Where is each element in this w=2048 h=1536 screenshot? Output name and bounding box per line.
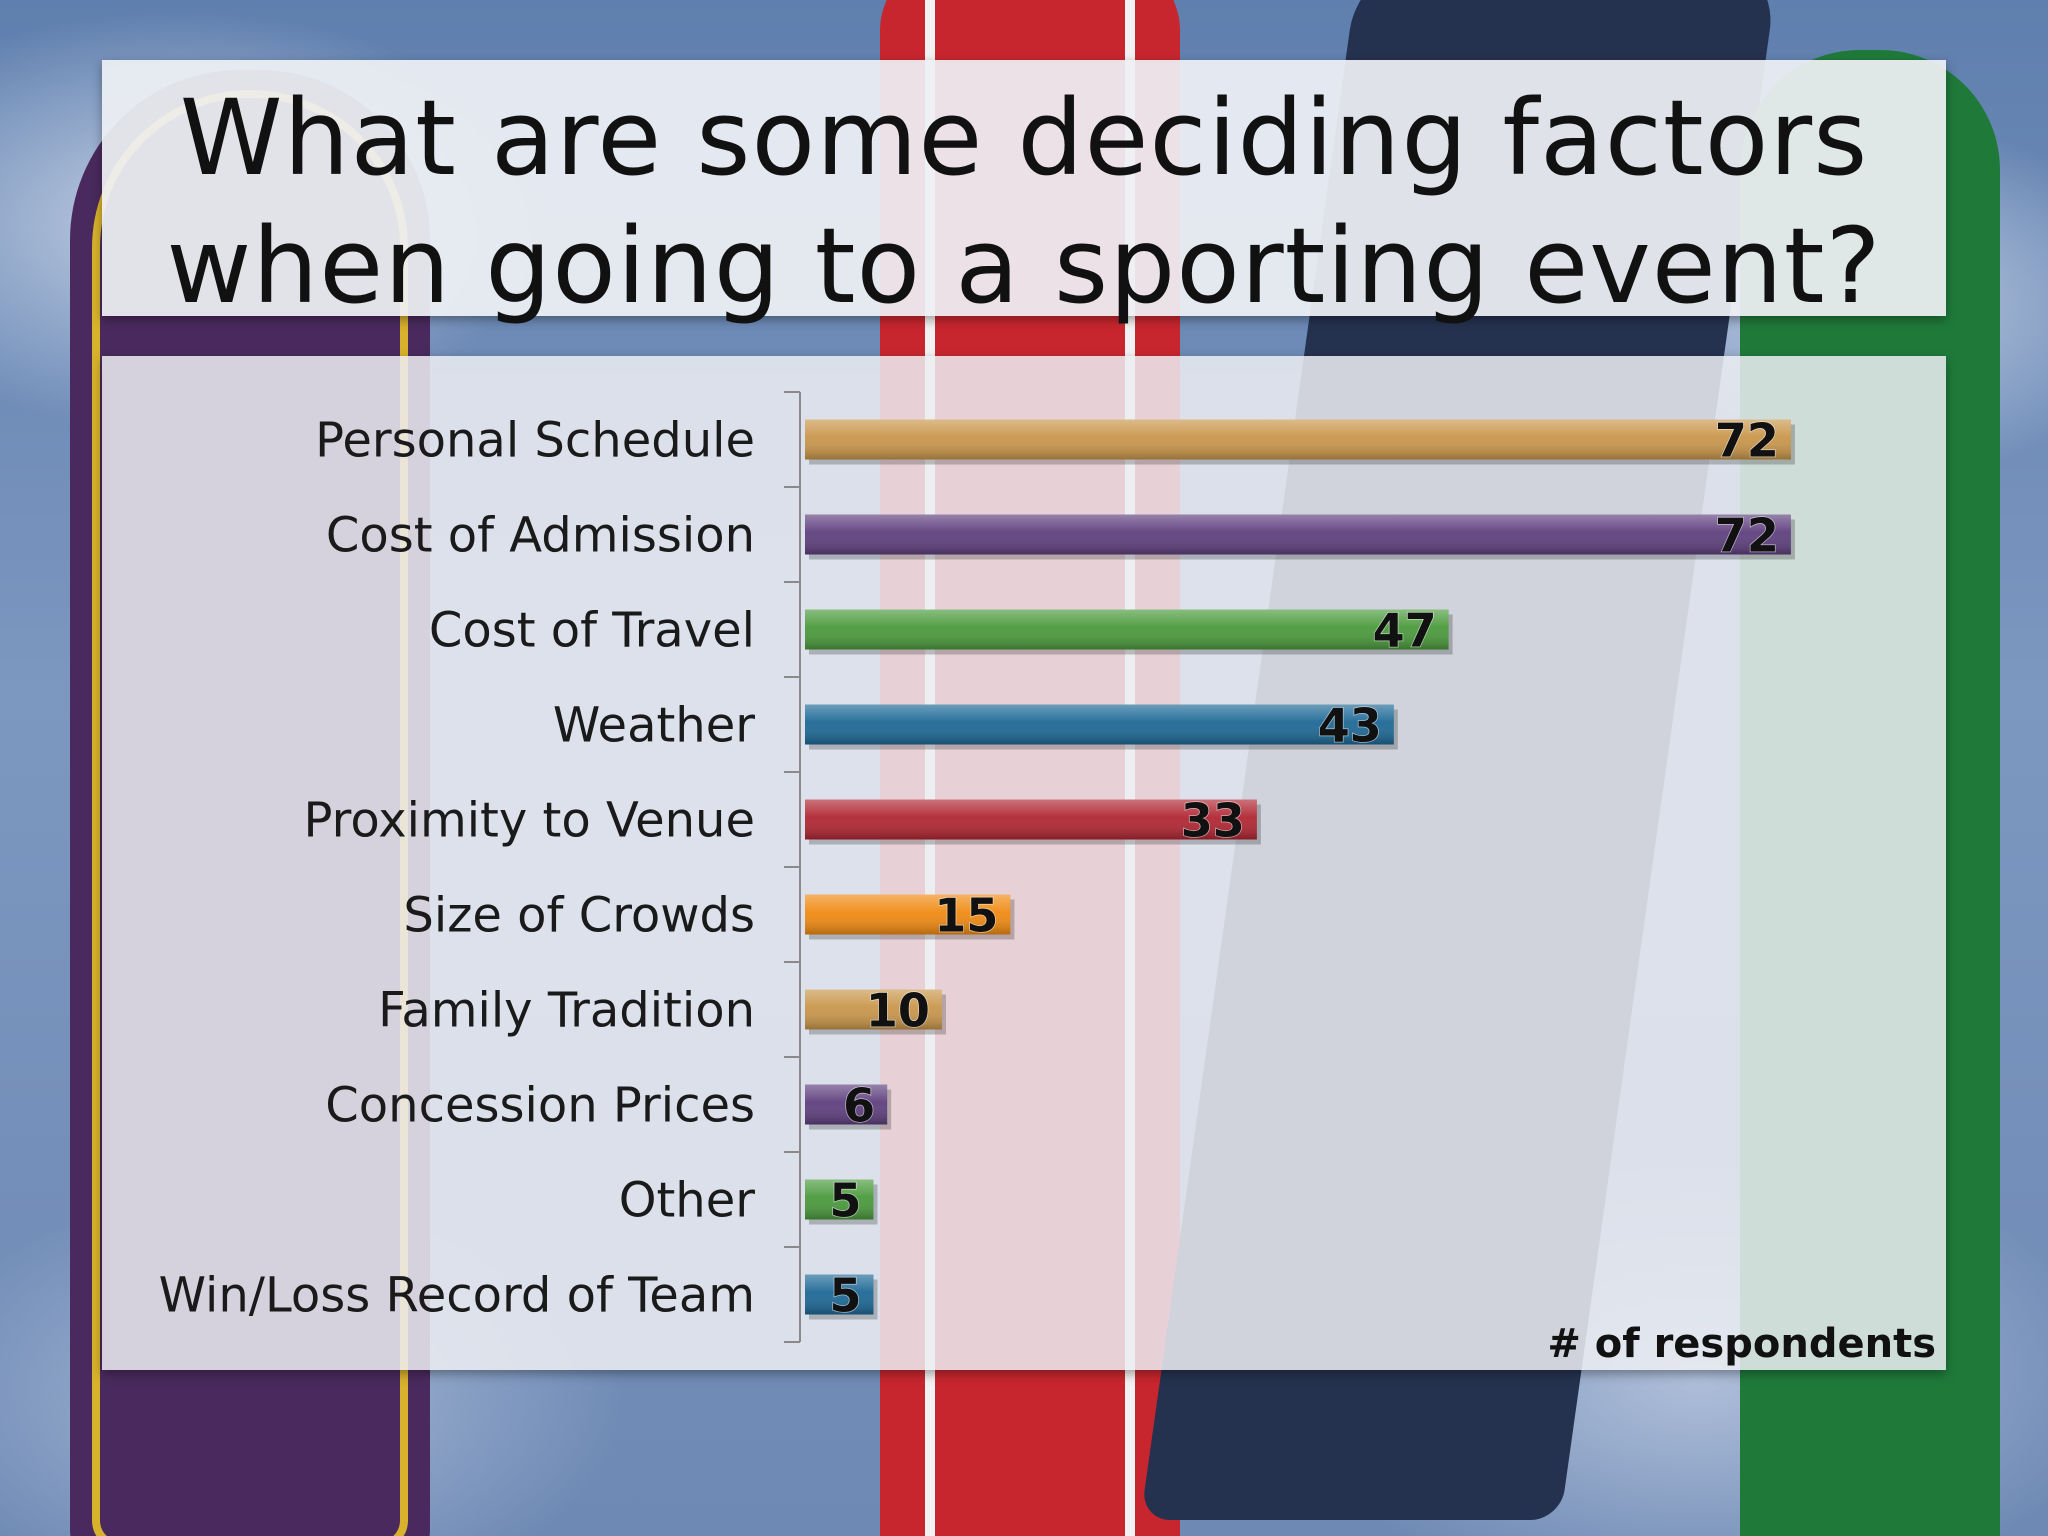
data-label: 43 <box>1318 699 1382 753</box>
category-label: Cost of Travel <box>429 603 755 659</box>
chart-layer: Personal Schedule 72 Cost of Admission 72 Co… <box>159 391 1936 1367</box>
bar-highlight <box>805 1274 874 1315</box>
category-label: Family Tradition <box>378 983 755 1039</box>
category-label: Size of Crowds <box>403 888 755 944</box>
bar-highlight <box>805 894 1011 935</box>
bar-highlight <box>805 514 1791 555</box>
bar-highlight <box>805 989 942 1030</box>
data-label: 6 <box>843 1079 875 1133</box>
category-label: Weather <box>553 698 755 754</box>
data-label: 72 <box>1715 414 1779 468</box>
bar-highlight <box>805 1179 874 1220</box>
bar-highlight <box>805 419 1791 460</box>
bar-highlight <box>805 1084 888 1125</box>
category-label: Proximity to Venue <box>304 793 755 849</box>
data-label: 47 <box>1373 604 1437 658</box>
slide-title: What are some deciding factors when goin… <box>166 77 1882 327</box>
data-label: 10 <box>866 984 930 1038</box>
title-box: What are some deciding factors when goin… <box>102 60 1946 327</box>
category-label: Cost of Admission <box>326 508 755 564</box>
data-label: 15 <box>934 889 998 943</box>
x-axis-label: # of respondents <box>1547 1321 1936 1367</box>
data-label: 33 <box>1181 794 1245 848</box>
bar-highlight <box>805 609 1449 650</box>
category-label: Win/Loss Record of Team <box>159 1268 755 1324</box>
data-label: 5 <box>829 1269 861 1323</box>
data-label: 5 <box>829 1174 861 1228</box>
bar-highlight <box>805 704 1394 745</box>
category-label: Other <box>619 1173 756 1229</box>
bar-highlight <box>805 799 1257 840</box>
category-label: Personal Schedule <box>315 413 755 469</box>
category-label: Concession Prices <box>325 1078 755 1134</box>
data-label: 72 <box>1715 509 1779 563</box>
